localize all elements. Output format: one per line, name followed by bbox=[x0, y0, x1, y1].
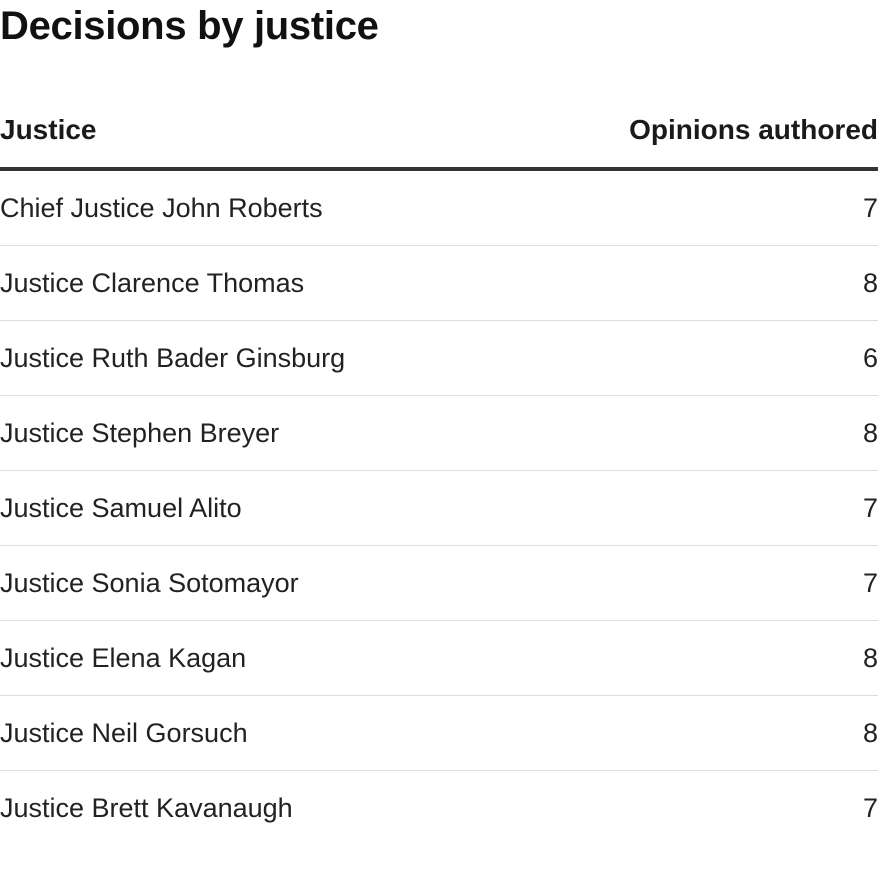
table-chart: Decisions by justice Justice Opinions au… bbox=[0, 4, 878, 845]
justice-name-cell: Justice Brett Kavanaugh bbox=[0, 792, 293, 823]
table-row: Justice Ruth Bader Ginsburg 6 bbox=[0, 320, 878, 396]
justice-name-cell: Justice Stephen Breyer bbox=[0, 395, 511, 471]
justice-name-cell: Justice Elena Kagan bbox=[0, 620, 511, 696]
opinions-count-cell: 8 bbox=[510, 245, 878, 321]
table-row: Justice Samuel Alito 7 bbox=[0, 470, 878, 546]
justice-name-cell: Justice Ruth Bader Ginsburg bbox=[0, 320, 511, 396]
opinions-count-cell: 8 bbox=[510, 395, 878, 471]
table-row: Justice Elena Kagan 8 bbox=[0, 620, 878, 696]
table-row: Justice Neil Gorsuch 8 bbox=[0, 695, 878, 771]
column-header-justice: Justice bbox=[0, 100, 511, 171]
justice-name-cell: Justice Clarence Thomas bbox=[0, 245, 511, 321]
opinions-count-cell: 7 bbox=[510, 545, 878, 621]
opinions-count-cell: 8 bbox=[510, 695, 878, 771]
opinions-count-cell: 7 bbox=[862, 792, 878, 823]
table-row: Chief Justice John Roberts 7 bbox=[0, 169, 878, 246]
table-row: Justice Stephen Breyer 8 bbox=[0, 395, 878, 471]
data-table: Justice Opinions authored Chief Justice … bbox=[0, 100, 878, 845]
table-row: Justice Brett Kavanaugh 7 bbox=[0, 771, 878, 846]
table-row: Justice Clarence Thomas 8 bbox=[0, 245, 878, 321]
table-header-row: Justice Opinions authored bbox=[0, 100, 878, 171]
chart-title: Decisions by justice bbox=[0, 4, 379, 48]
column-header-opinions: Opinions authored bbox=[510, 100, 878, 171]
opinions-count-cell: 7 bbox=[510, 169, 878, 246]
justice-name-cell: Justice Sonia Sotomayor bbox=[0, 545, 511, 621]
opinions-count-cell: 6 bbox=[510, 320, 878, 396]
table-body: Chief Justice John Roberts 7 Justice Cla… bbox=[0, 169, 878, 845]
opinions-count-cell: 7 bbox=[510, 470, 878, 546]
opinions-count-cell: 8 bbox=[510, 620, 878, 696]
justice-name-cell: Chief Justice John Roberts bbox=[0, 169, 511, 246]
justice-name-cell: Justice Samuel Alito bbox=[0, 470, 511, 546]
table-row: Justice Sonia Sotomayor 7 bbox=[0, 545, 878, 621]
justice-name-cell: Justice Neil Gorsuch bbox=[0, 695, 511, 771]
